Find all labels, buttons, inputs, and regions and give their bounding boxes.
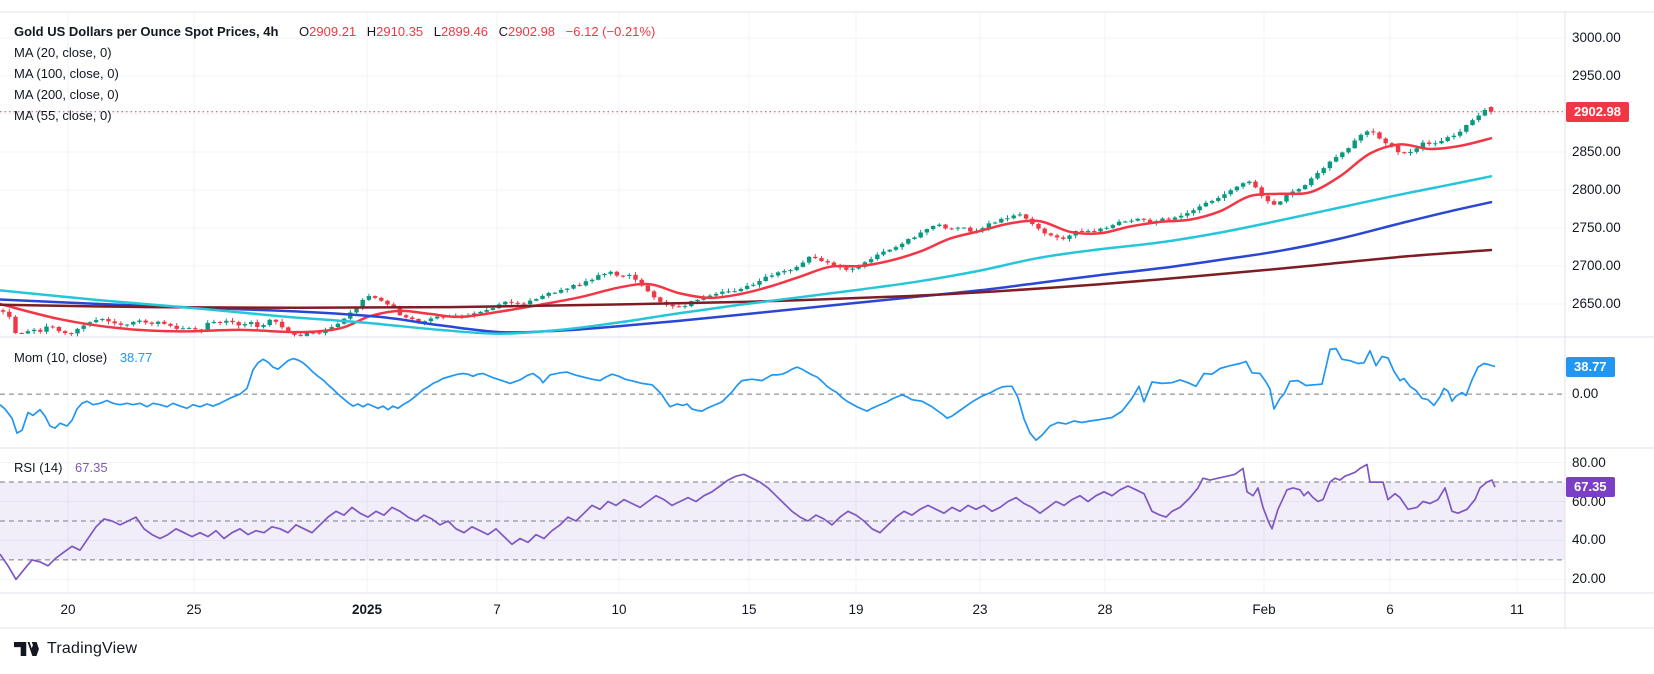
- last-price-badge[interactable]: 2902.98: [1566, 101, 1629, 122]
- price-axis-label: 2800.00: [1572, 182, 1621, 197]
- price-axis-label: 2950.00: [1572, 67, 1621, 83]
- time-axis-label: 19: [848, 602, 864, 617]
- ma-20-legend[interactable]: MA (20, close, 0): [14, 45, 655, 61]
- time-axis-label: 15: [741, 602, 757, 617]
- price-axis-label: 2750.00: [1572, 220, 1621, 235]
- momentum-legend[interactable]: Mom (10, close) 38.77: [14, 350, 152, 371]
- ohlc-low: L2899.46: [433, 24, 489, 39]
- brand-name: TradingView: [47, 640, 138, 657]
- momentum-axis-label: 0.00: [1572, 386, 1599, 402]
- momentum-label: Mom (10, close): [14, 350, 108, 365]
- ohlc-close: C2902.98: [498, 24, 556, 39]
- ma-100-label: MA (100, close, 0): [14, 66, 119, 81]
- ohlc-open: O2909.21: [299, 24, 357, 39]
- ma-100-legend[interactable]: MA (100, close, 0): [14, 66, 655, 82]
- rsi-axis-label: 80.00: [1572, 454, 1606, 470]
- time-axis-label: 2025: [351, 602, 383, 617]
- price-change: −6.12 (−0.21%): [565, 24, 656, 39]
- rsi-label: RSI (14): [14, 460, 63, 475]
- momentum-value-badge[interactable]: 38.77: [1566, 356, 1615, 377]
- rsi-value: 67.35: [75, 460, 108, 475]
- price-axis-label: 2700.00: [1572, 258, 1621, 273]
- time-axis-label: 28: [1097, 602, 1113, 617]
- rsi-axis-label: 20.00: [1572, 571, 1606, 587]
- ohlc-high: H2910.35: [366, 24, 424, 39]
- symbol-title: Gold US Dollars per Ounce Spot Prices, 4…: [14, 24, 279, 39]
- ma-20-label: MA (20, close, 0): [14, 45, 112, 60]
- time-axis-label: 20: [60, 602, 76, 617]
- time-axis-label: 11: [1509, 602, 1525, 617]
- price-legend: Gold US Dollars per Ounce Spot Prices, 4…: [14, 24, 655, 129]
- ma-55-legend[interactable]: MA (55, close, 0): [14, 108, 655, 124]
- footer: TradingView: [14, 640, 137, 658]
- rsi-value-badge[interactable]: 67.35: [1566, 477, 1615, 498]
- time-axis-label: 7: [493, 602, 501, 617]
- rsi-axis-label: 40.00: [1572, 532, 1606, 548]
- price-axis-label: 3000.00: [1572, 29, 1621, 45]
- symbol-title-row[interactable]: Gold US Dollars per Ounce Spot Prices, 4…: [14, 24, 655, 40]
- ma-200-label: MA (200, close, 0): [14, 87, 119, 102]
- ma-200-legend[interactable]: MA (200, close, 0): [14, 87, 655, 103]
- tradingview-logo-icon[interactable]: [14, 640, 40, 658]
- ma-55-label: MA (55, close, 0): [14, 108, 112, 123]
- rsi-legend[interactable]: RSI (14) 67.35: [14, 460, 108, 481]
- time-axis-label: 23: [972, 602, 988, 617]
- rsi-axis-label: 60.00: [1572, 493, 1606, 509]
- time-axis-label: 6: [1386, 602, 1394, 617]
- time-axis-label: Feb: [1252, 602, 1276, 617]
- time-axis-label: 10: [611, 602, 627, 617]
- price-axis-label: 2850.00: [1572, 144, 1621, 159]
- price-axis-label: 2650.00: [1572, 296, 1621, 311]
- time-axis-label: 25: [186, 602, 202, 617]
- momentum-value: 38.77: [119, 350, 153, 365]
- time-scale[interactable]: [0, 593, 1565, 628]
